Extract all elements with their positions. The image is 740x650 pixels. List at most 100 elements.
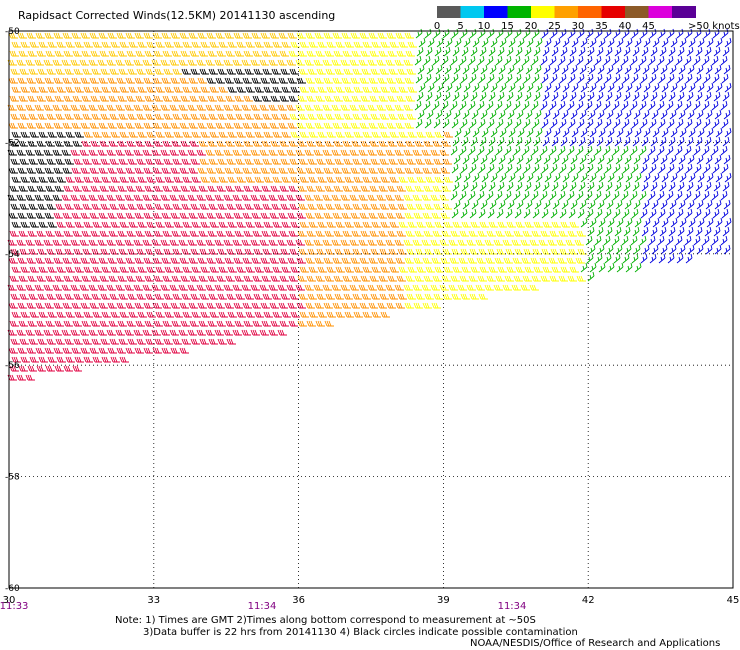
wind-barb xyxy=(34,194,44,201)
wind-barb xyxy=(79,194,89,201)
wind-barb xyxy=(418,82,426,93)
wind-barb xyxy=(362,176,372,183)
wind-barb xyxy=(505,118,513,129)
wind-barb xyxy=(703,28,711,39)
wind-barb xyxy=(651,244,659,255)
wind-barb xyxy=(299,86,309,93)
wind-barb xyxy=(335,176,345,183)
wind-barb xyxy=(676,28,684,39)
wind-barb xyxy=(677,91,685,102)
wind-barb xyxy=(462,154,470,165)
wind-barb xyxy=(641,136,649,147)
wind-barb xyxy=(633,109,641,120)
wind-barb xyxy=(142,284,152,291)
wind-barb xyxy=(25,284,35,291)
wind-barb xyxy=(288,50,298,57)
wind-barb xyxy=(224,122,234,129)
wind-barb xyxy=(29,176,39,183)
wind-barb xyxy=(513,190,521,201)
wind-barb xyxy=(549,190,557,201)
wind-barb xyxy=(334,68,344,75)
wind-barb xyxy=(215,212,225,219)
wind-barb xyxy=(434,131,444,138)
wind-barb xyxy=(433,203,443,210)
wind-barb xyxy=(279,50,289,57)
wind-barb xyxy=(580,172,588,183)
wind-barb xyxy=(350,212,360,219)
wind-barb xyxy=(666,100,674,111)
wind-barb xyxy=(497,181,505,192)
wind-barb xyxy=(641,181,649,192)
wind-barb xyxy=(711,145,719,156)
wind-barb xyxy=(478,28,486,39)
wind-barb xyxy=(344,221,354,228)
wind-barb xyxy=(271,248,281,255)
wind-barb xyxy=(137,131,147,138)
wind-barb xyxy=(585,55,593,66)
wind-barb xyxy=(326,311,336,318)
wind-barb xyxy=(679,172,687,183)
wind-barb xyxy=(480,109,488,120)
lat-tick-label: -60 xyxy=(5,584,20,594)
wind-barb xyxy=(80,77,90,84)
wind-barb xyxy=(271,113,281,120)
wind-barb xyxy=(170,32,180,39)
wind-barb xyxy=(47,311,57,318)
wind-barb xyxy=(588,64,596,75)
wind-barb xyxy=(404,167,414,174)
wind-barb xyxy=(74,131,84,138)
wind-barb xyxy=(558,275,568,282)
wind-barb xyxy=(576,145,584,156)
wind-barb xyxy=(376,59,386,66)
wind-barb xyxy=(559,208,567,219)
wind-barb xyxy=(295,149,305,156)
wind-barb xyxy=(199,338,209,345)
wind-barb xyxy=(448,239,458,246)
wind-barb xyxy=(280,158,290,165)
wind-barb xyxy=(46,113,56,120)
wind-barb xyxy=(160,194,170,201)
wind-barb xyxy=(169,284,179,291)
wind-barb xyxy=(577,28,585,39)
wind-barb xyxy=(142,239,152,246)
wind-barb xyxy=(622,163,630,174)
wind-barb xyxy=(551,46,559,57)
wind-barb xyxy=(344,311,354,318)
wind-barb xyxy=(585,190,593,201)
legend-swatch xyxy=(554,6,579,18)
wind-barb xyxy=(137,41,147,48)
wind-barb xyxy=(232,149,242,156)
wind-barb xyxy=(38,176,48,183)
wind-barb xyxy=(235,158,245,165)
wind-barb xyxy=(371,176,381,183)
wind-barb xyxy=(289,68,299,75)
wind-barb xyxy=(613,208,621,219)
wind-barb xyxy=(721,118,729,129)
wind-barb xyxy=(361,248,371,255)
wind-barb xyxy=(143,302,153,309)
wind-barb xyxy=(151,149,161,156)
wind-barb xyxy=(263,86,273,93)
wind-barb xyxy=(191,131,201,138)
wind-barb xyxy=(182,221,192,228)
wind-barb xyxy=(513,145,521,156)
wind-barb xyxy=(106,104,116,111)
wind-barb xyxy=(233,302,243,309)
wind-barb xyxy=(128,176,138,183)
wind-barb xyxy=(34,104,44,111)
wind-barb xyxy=(226,68,236,75)
wind-barb xyxy=(425,176,435,183)
wind-barb xyxy=(616,37,624,48)
wind-barb xyxy=(287,122,297,129)
wind-barb xyxy=(552,64,560,75)
wind-barb xyxy=(172,68,182,75)
wind-barb xyxy=(670,82,678,93)
wind-barb xyxy=(439,284,449,291)
wind-barb xyxy=(630,55,638,66)
wind-barb xyxy=(268,329,278,336)
wind-barb xyxy=(468,55,476,66)
wind-barb xyxy=(587,136,595,147)
wind-barb xyxy=(477,275,487,282)
wind-barb xyxy=(179,302,189,309)
wind-barb xyxy=(218,131,228,138)
